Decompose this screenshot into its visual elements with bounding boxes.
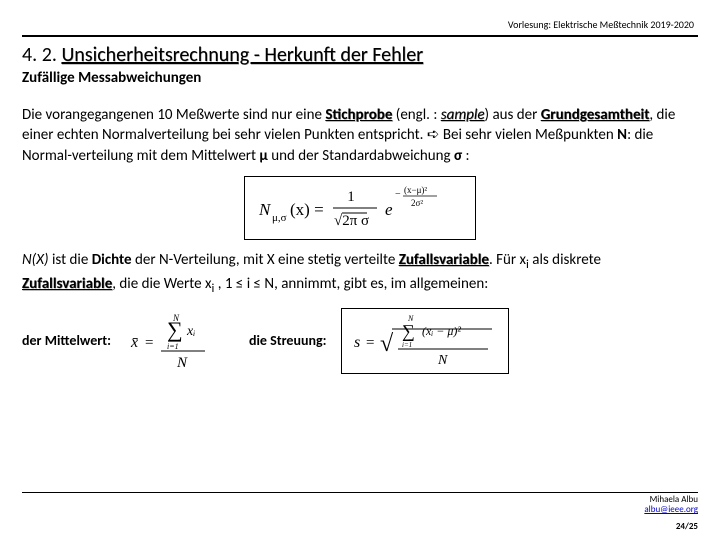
text: , 1 ≤ i ≤ N, annimmt, gibt es, im allgem…: [214, 275, 488, 293]
f-expnum: (x−μ)²: [404, 185, 427, 195]
f-minus: −: [395, 189, 401, 200]
footer-page-number: 24/25: [22, 521, 698, 532]
footer: Mihaela Albu albu@ieee.org 24/25: [22, 492, 698, 532]
formula-box: N μ,σ (x) = 1 √2π σ e − (x−μ)² 2σ²: [244, 176, 476, 240]
label-mittelwert: der Mittelwert:: [22, 332, 111, 349]
f-xpart: (x) =: [290, 200, 324, 219]
svg-text:i=1: i=1: [402, 341, 412, 349]
text: . Für x: [489, 251, 526, 269]
svg-text:s: s: [354, 334, 360, 351]
svg-text:x̄: x̄: [130, 334, 138, 351]
svg-text:∑: ∑: [402, 321, 415, 341]
paragraph-1: Die vorangegangenen 10 Meßwerte sind nur…: [22, 105, 698, 166]
mean-formula: x̄ = N ∑ i=1 xᵢ N: [111, 309, 249, 373]
formula-row-2: der Mittelwert: x̄ = N ∑ i=1 xᵢ N die St…: [22, 308, 698, 374]
term-zufallsvariable-2: Zufallsvariable: [22, 275, 112, 293]
text: , die die Werte x: [112, 275, 211, 293]
text: und der Standardabweichung: [268, 147, 454, 165]
svg-text:N: N: [437, 353, 448, 368]
section-heading: Unsicherheitsrechnung - Herkunft der Feh…: [61, 43, 423, 67]
svg-text:(xᵢ − μ)²: (xᵢ − μ)²: [422, 324, 461, 338]
slide-page: Vorlesung: Elektrische Meßtechnik 2019-2…: [0, 0, 720, 540]
text: ) aus der: [485, 106, 541, 124]
f-e: e: [385, 200, 393, 219]
f-sub: μ,σ: [272, 212, 287, 224]
text: Die vorangegangenen 10 Meßwerte sind nur…: [22, 106, 325, 124]
f-sqrt: √2π σ: [334, 213, 369, 229]
svg-text:∑: ∑: [167, 317, 183, 342]
term-mu: μ: [259, 147, 267, 165]
text: Bei sehr vielen Meßpunkten: [439, 126, 617, 144]
paragraph-2: N(X) ist die Dichte der N-Verteilung, mi…: [22, 250, 698, 298]
svg-text:N: N: [176, 355, 188, 371]
top-rule: [22, 35, 698, 37]
term-n: N: [617, 126, 627, 144]
term-zufallsvariable: Zufallsvariable: [399, 251, 489, 269]
footer-email-link[interactable]: albu@ieee.org: [22, 505, 698, 515]
section-number: 4. 2.: [22, 43, 57, 67]
f-expden: 2σ²: [411, 198, 423, 208]
term-nx: N(X): [22, 251, 49, 269]
section-subtitle: Zufällige Messabweichungen: [22, 69, 698, 87]
term-sigma: σ: [454, 147, 462, 165]
footer-author: Mihaela Albu: [22, 495, 698, 505]
std-formula: s = √ N ∑ i=1 (xᵢ − μ)² N: [327, 308, 523, 374]
text: (engl. :: [392, 106, 440, 124]
normal-dist-formula: N μ,σ (x) = 1 √2π σ e − (x−μ)² 2σ²: [22, 176, 698, 240]
svg-text:=: =: [366, 335, 374, 351]
term-grundgesamtheit: Grundgesamtheit: [541, 106, 650, 124]
term-dichte: Dichte: [92, 251, 132, 269]
svg-text:√: √: [380, 331, 394, 357]
term-stichprobe: Stichprobe: [325, 106, 392, 124]
text: der N-Verteilung, mit X eine stetig vert…: [132, 251, 399, 269]
text: :: [462, 147, 469, 165]
svg-text:i=1: i=1: [167, 342, 179, 351]
svg-text:=: =: [145, 335, 153, 351]
text: als diskrete: [529, 251, 601, 269]
term-sample: sample: [441, 106, 485, 124]
arrow-icon: ➪: [427, 126, 440, 144]
section-title: 4. 2. Unsicherheitsrechnung - Herkunft d…: [22, 43, 698, 67]
f-n: N: [258, 200, 272, 219]
bottom-rule: [22, 492, 698, 493]
text: ist die: [49, 251, 92, 269]
svg-text:xᵢ: xᵢ: [186, 324, 195, 339]
course-header: Vorlesung: Elektrische Meßtechnik 2019-2…: [22, 18, 698, 31]
label-streuung: die Streuung:: [249, 332, 327, 349]
f-one: 1: [347, 189, 355, 205]
